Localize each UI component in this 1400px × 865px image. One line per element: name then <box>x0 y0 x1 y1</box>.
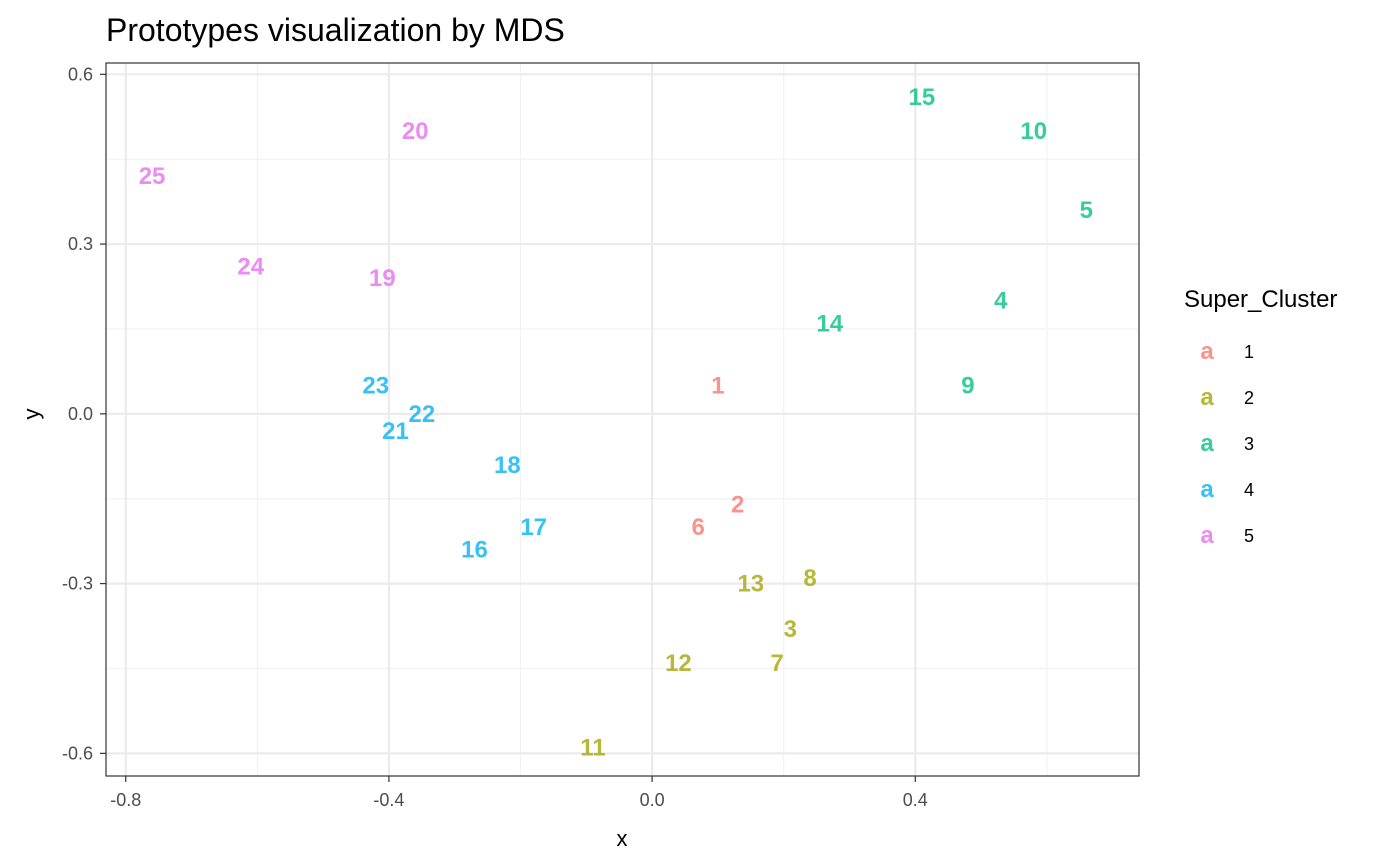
y-tick-label: 0.6 <box>68 64 93 84</box>
point-label-4: 4 <box>994 288 1008 315</box>
point-label-5: 5 <box>1080 197 1093 224</box>
point-label-13: 13 <box>737 571 764 598</box>
point-label-14: 14 <box>816 310 843 337</box>
x-tick-label: 0.4 <box>903 790 928 810</box>
chart-title: Prototypes visualization by MDS <box>106 12 565 48</box>
legend-label-2: 2 <box>1244 388 1254 408</box>
y-tick-label: -0.6 <box>62 743 93 763</box>
point-label-1: 1 <box>711 373 724 400</box>
legend-key-1: a <box>1200 338 1214 365</box>
point-label-11: 11 <box>580 735 605 762</box>
legend-key-2: a <box>1200 384 1214 411</box>
point-label-8: 8 <box>803 565 816 592</box>
point-label-10: 10 <box>1020 118 1047 145</box>
y-axis-title: y <box>19 409 44 420</box>
point-label-15: 15 <box>909 84 936 111</box>
legend-key-3: a <box>1200 430 1214 457</box>
point-label-6: 6 <box>691 514 704 541</box>
point-label-16: 16 <box>461 537 488 564</box>
plot-panel-background <box>106 63 1139 776</box>
point-label-21: 21 <box>382 418 409 445</box>
legend-key-5: a <box>1200 522 1214 549</box>
legend-label-5: 5 <box>1244 526 1254 546</box>
x-axis-title: x <box>617 826 628 851</box>
point-label-25: 25 <box>139 163 166 190</box>
legend-label-1: 1 <box>1244 342 1254 362</box>
legend-entries: a 1 a 2 a 3 a 4 a 5 <box>1200 338 1254 549</box>
plot-panel-border <box>105 62 1140 777</box>
point-label-3: 3 <box>784 616 797 643</box>
point-label-20: 20 <box>402 118 429 145</box>
legend-title: Super_Cluster <box>1184 286 1337 313</box>
legend-key-4: a <box>1200 476 1214 503</box>
point-label-18: 18 <box>494 452 521 479</box>
legend-label-3: 3 <box>1244 434 1254 454</box>
legend-label-4: 4 <box>1244 480 1254 500</box>
point-label-2: 2 <box>731 491 744 518</box>
points-layer: 1263781112134591014151617182122231920242… <box>139 84 1093 762</box>
x-tick-label: 0.0 <box>640 790 665 810</box>
point-label-9: 9 <box>961 373 974 400</box>
point-label-23: 23 <box>362 373 389 400</box>
grid-layer <box>106 63 1139 776</box>
point-label-24: 24 <box>237 254 264 281</box>
point-label-22: 22 <box>408 401 435 428</box>
point-label-17: 17 <box>520 514 547 541</box>
point-label-12: 12 <box>665 650 692 677</box>
x-tick-label: -0.4 <box>373 790 404 810</box>
axes-layer: -0.8 -0.4 0.0 0.4 -0.6 -0.3 0.0 0.3 0.6 <box>62 62 1140 810</box>
x-tick-label: -0.8 <box>110 790 141 810</box>
point-label-19: 19 <box>369 265 396 292</box>
legend: Super_Cluster a 1 a 2 a 3 a 4 a 5 <box>1184 286 1337 549</box>
y-tick-label: 0.0 <box>68 404 93 424</box>
point-label-7: 7 <box>770 650 783 677</box>
y-tick-label: 0.3 <box>68 234 93 254</box>
y-tick-label: -0.3 <box>62 574 93 594</box>
